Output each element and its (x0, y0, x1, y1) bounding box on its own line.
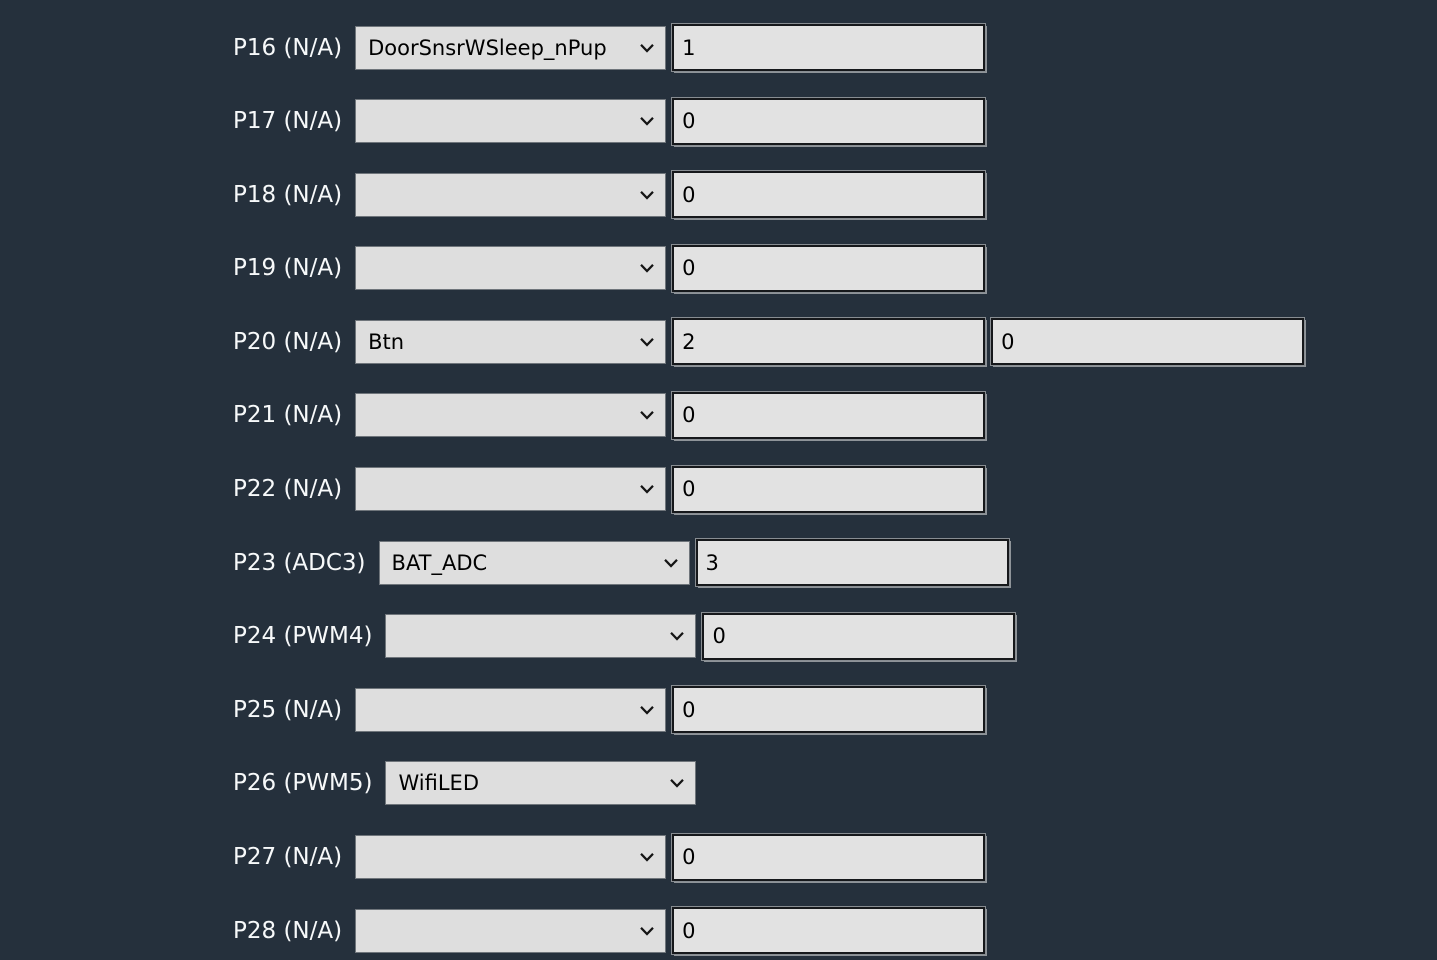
pin-role-select-control[interactable]: BAT_ADC (378, 540, 690, 585)
pin-row-p28: P28 (N/A) (233, 906, 1437, 956)
pin-row-p21: P21 (N/A) (233, 390, 1437, 440)
pin-role-select[interactable]: BAT_ADC (378, 540, 690, 585)
pin-label: P16 (N/A) (233, 34, 343, 61)
pin-channel-input[interactable] (694, 538, 1010, 588)
pin-role-select-control[interactable] (355, 393, 667, 438)
pin-row-p20: P20 (N/A) Btn (233, 317, 1437, 367)
pin-role-select[interactable] (355, 467, 667, 512)
pin-role-select-control[interactable] (385, 614, 697, 659)
pin-role-select[interactable]: Btn (355, 319, 667, 364)
pin-label: P27 (N/A) (233, 844, 343, 871)
pin-label: P22 (N/A) (233, 476, 343, 503)
pin-row-p27: P27 (N/A) (233, 832, 1437, 882)
pin-label: P17 (N/A) (233, 108, 343, 135)
pin-channel-input[interactable] (671, 317, 987, 367)
pin-row-p17: P17 (N/A) (233, 96, 1437, 146)
pin-label: P25 (N/A) (233, 696, 343, 723)
pin-role-select-control[interactable] (355, 172, 667, 217)
pin-role-select[interactable] (355, 172, 667, 217)
pin-channel-input[interactable] (671, 464, 987, 514)
pin-row-p25: P25 (N/A) (233, 685, 1437, 735)
pin-role-select[interactable] (355, 246, 667, 291)
pin-channel-input[interactable] (671, 243, 987, 293)
pin-channel-input[interactable] (671, 832, 987, 882)
pin-role-select-control[interactable]: DoorSnsrWSleep_nPup (355, 25, 667, 70)
pin-channel-input[interactable] (990, 317, 1306, 367)
pin-label: P26 (PWM5) (233, 770, 373, 797)
pin-channel-input[interactable] (701, 611, 1017, 661)
pin-label: P19 (N/A) (233, 255, 343, 282)
pin-row-p26: P26 (PWM5) WifiLED (233, 760, 1437, 807)
pin-row-p19: P19 (N/A) (233, 243, 1437, 293)
pin-label: P24 (PWM4) (233, 623, 373, 650)
pin-role-select-control[interactable]: WifiLED (385, 761, 697, 806)
pin-channel-input[interactable] (671, 96, 987, 146)
pin-role-select-control[interactable] (355, 908, 667, 953)
pin-role-select[interactable] (385, 614, 697, 659)
pin-role-select-control[interactable] (355, 835, 667, 880)
pin-role-select[interactable]: WifiLED (385, 761, 697, 806)
pin-role-select-control[interactable] (355, 467, 667, 512)
pin-row-p16: P16 (N/A) DoorSnsrWSleep_nPup (233, 23, 1437, 72)
pin-role-select[interactable] (355, 908, 667, 953)
pin-role-select[interactable] (355, 835, 667, 880)
pin-row-p24: P24 (PWM4) (233, 611, 1437, 661)
pin-channel-input[interactable] (671, 23, 987, 72)
pin-label: P23 (ADC3) (233, 549, 366, 576)
pin-label: P18 (N/A) (233, 181, 343, 208)
pin-role-select-control[interactable] (355, 99, 667, 144)
pin-row-p22: P22 (N/A) (233, 464, 1437, 514)
pin-role-select-control[interactable]: Btn (355, 319, 667, 364)
pin-channel-input[interactable] (671, 390, 987, 440)
pin-role-select[interactable] (355, 99, 667, 144)
pin-role-select[interactable]: DoorSnsrWSleep_nPup (355, 25, 667, 70)
pin-label: P21 (N/A) (233, 402, 343, 429)
pin-channel-input[interactable] (671, 685, 987, 735)
pin-row-p23: P23 (ADC3) BAT_ADC (233, 538, 1437, 588)
pin-label: P20 (N/A) (233, 328, 343, 355)
pin-channel-input[interactable] (671, 906, 987, 956)
pin-role-select-control[interactable] (355, 246, 667, 291)
pin-role-select[interactable] (355, 393, 667, 438)
pin-row-p18: P18 (N/A) (233, 170, 1437, 220)
pin-channel-input[interactable] (671, 170, 987, 220)
pin-label: P28 (N/A) (233, 917, 343, 944)
pin-role-select-control[interactable] (355, 687, 667, 732)
pin-role-select[interactable] (355, 687, 667, 732)
